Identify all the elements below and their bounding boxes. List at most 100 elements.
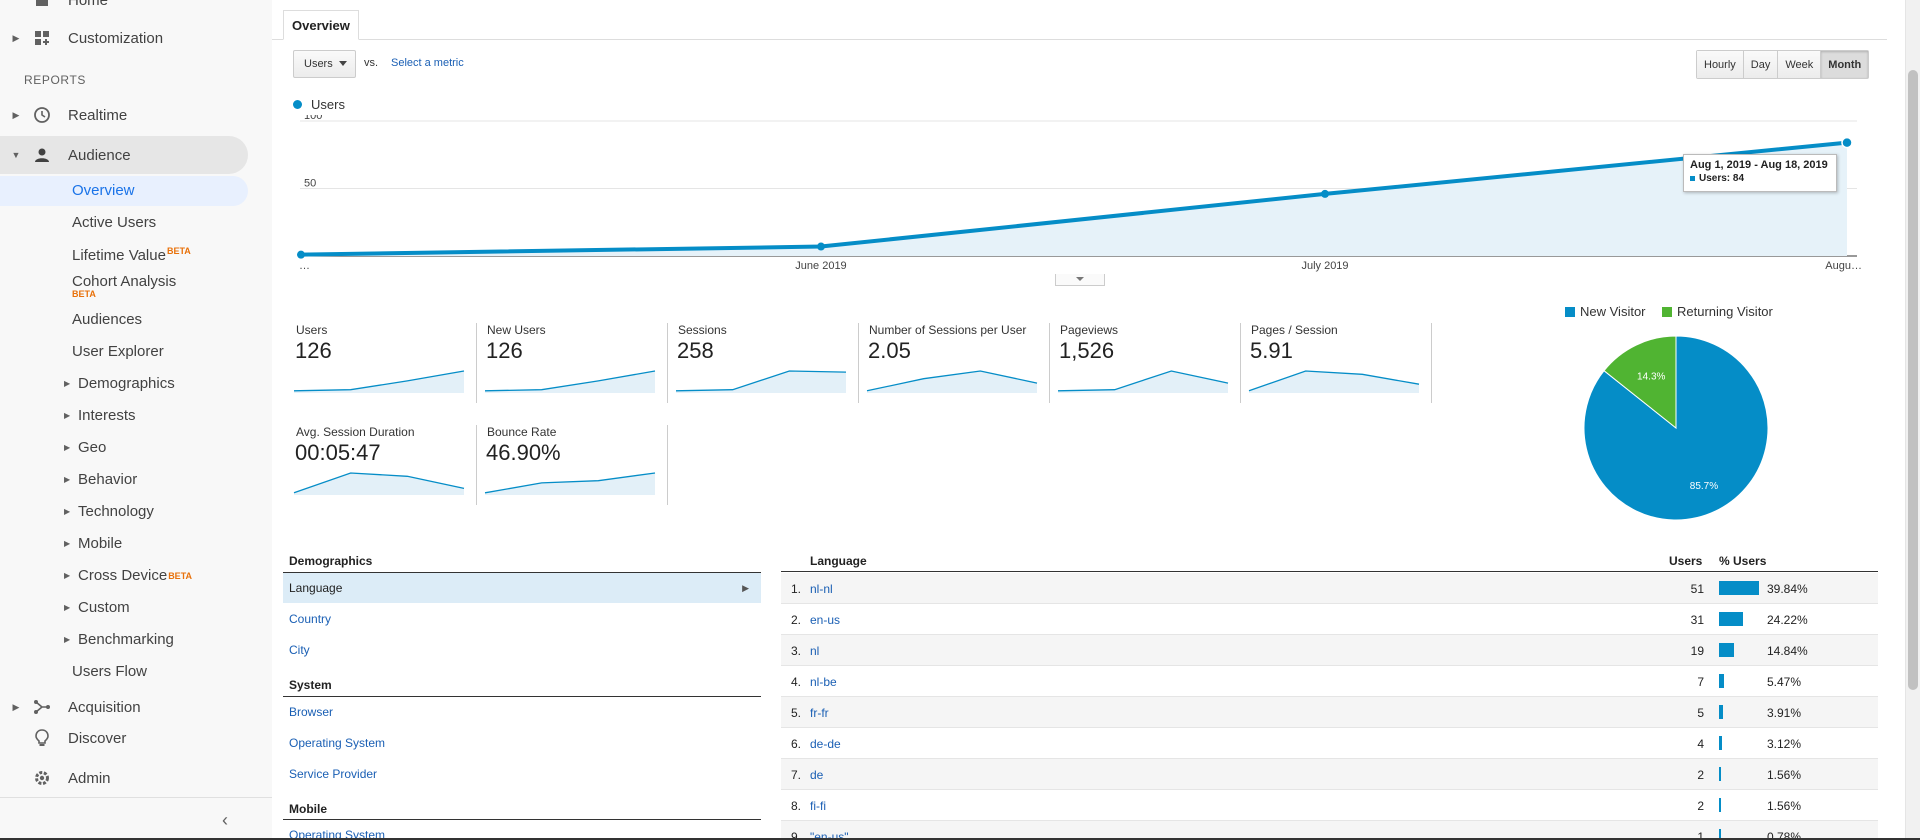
demo-language[interactable]: Language ▶ — [283, 573, 761, 603]
metric-select[interactable]: Users — [293, 50, 356, 78]
table-row: 5. fr-fr 5 3.91% — [781, 697, 1878, 728]
scorecard[interactable]: Pages / Session 5.91 — [1248, 323, 1432, 403]
sidebar-subitem-users-flow[interactable]: Users Flow — [72, 663, 148, 680]
demo-operating-system[interactable]: Operating System — [289, 736, 386, 750]
period-month-button[interactable]: Month — [1821, 51, 1869, 78]
sparkline — [293, 472, 465, 495]
data-point[interactable] — [817, 242, 825, 251]
sidebar-item-customization[interactable]: ▶ Customization — [0, 22, 164, 54]
period-hourly-button[interactable]: Hourly — [1697, 51, 1744, 78]
language-link[interactable]: "en-us" — [810, 830, 849, 840]
sidebar-item-acquisition[interactable]: ▶ Acquisition — [0, 691, 141, 723]
data-point[interactable] — [297, 250, 305, 259]
scorecard-value: 258 — [677, 338, 714, 363]
period-week-button[interactable]: Week — [1778, 51, 1822, 78]
users-count: 1 — [1697, 830, 1704, 840]
percent-users: 1.56% — [1767, 799, 1802, 813]
sparkline-area — [485, 371, 655, 393]
percent-users: 14.84% — [1767, 644, 1808, 658]
demo-browser[interactable]: Browser — [289, 705, 334, 719]
sidebar-item-label: Realtime — [68, 106, 128, 124]
sidebar-item-label: Audience — [68, 146, 131, 164]
collapse-sidebar-icon[interactable]: ‹ — [222, 810, 228, 830]
page-scrollbar[interactable] — [1905, 0, 1920, 840]
sidebar-subitem-lifetime-value[interactable]: Lifetime ValueBETA — [72, 246, 191, 264]
language-link[interactable]: en-us — [810, 613, 841, 627]
reports-section-heading: REPORTS — [24, 73, 86, 87]
sidebar-subitem-user-explorer[interactable]: User Explorer — [72, 343, 164, 360]
language-link[interactable]: nl — [810, 644, 820, 658]
sidebar-subitem-mobile[interactable]: ▶ Mobile — [64, 535, 122, 552]
language-link[interactable]: fi-fi — [810, 799, 826, 813]
header-pct-users[interactable]: % Users — [1719, 554, 1767, 568]
scorecard[interactable]: New Users 126 — [484, 323, 668, 403]
caret-right-icon: ▶ — [12, 701, 20, 712]
series-line-users — [300, 140, 1848, 257]
percent-users: 39.84% — [1767, 582, 1808, 596]
caret-right-icon: ▶ — [64, 411, 71, 420]
sidebar-subitem-overview[interactable]: Overview — [72, 182, 135, 199]
y-tick-label: 100 — [304, 115, 322, 122]
period-day-button[interactable]: Day — [1743, 51, 1779, 78]
sidebar-item-audience[interactable]: ▼ Audience — [0, 139, 131, 171]
sidebar-subitem-benchmarking[interactable]: ▶ Benchmarking — [64, 631, 174, 648]
sidebar-subitem-behavior[interactable]: ▶ Behavior — [64, 471, 137, 488]
demo-city[interactable]: City — [289, 643, 310, 657]
language-link[interactable]: de — [810, 768, 824, 782]
sidebar-subitem-custom[interactable]: ▶ Custom — [64, 599, 130, 616]
users-count: 4 — [1697, 737, 1704, 751]
sidebar-subitem-audiences[interactable]: Audiences — [72, 311, 143, 328]
language-link[interactable]: de-de — [810, 737, 841, 751]
scorecard[interactable]: Sessions 258 — [675, 323, 859, 403]
scorecard[interactable]: Users 126 — [293, 323, 477, 403]
scorecard[interactable]: Pageviews 1,526 — [1057, 323, 1241, 403]
sidebar-item-discover[interactable]: Discover — [0, 722, 126, 754]
sparkline-line — [675, 370, 847, 392]
caret-right-icon: ▶ — [742, 582, 749, 593]
sparkline-area — [294, 371, 464, 393]
sidebar-subitem-demographics[interactable]: ▶ Demographics — [64, 375, 175, 392]
gear-icon — [24, 769, 60, 787]
sidebar-subitem-cross-device[interactable]: ▶ Cross Device BETA — [64, 567, 192, 584]
sidebar-subitem-active-users[interactable]: Active Users — [72, 214, 157, 231]
beta-badge: BETA — [168, 570, 193, 581]
data-point[interactable] — [1841, 136, 1853, 149]
language-table-header: Language Users % Users — [781, 554, 1878, 572]
table-row: 2. en-us 31 24.22% — [781, 604, 1878, 635]
sidebar-item-realtime[interactable]: ▶ Realtime — [0, 99, 128, 131]
demo-mobile-operating-system[interactable]: Operating System — [289, 828, 386, 840]
y-tick-label: 50 — [304, 178, 316, 190]
sidebar-item-home[interactable]: Home — [0, 0, 108, 16]
header-users[interactable]: Users — [1669, 554, 1703, 568]
scorecard[interactable]: Bounce Rate 46.90% — [484, 425, 668, 505]
sidebar-subitem-cohort-analysis[interactable]: Cohort Analysis BETA — [72, 273, 176, 299]
scrollbar-thumb[interactable] — [1908, 70, 1918, 690]
sidebar-subitem-technology[interactable]: ▶ Technology — [64, 503, 154, 520]
percent-bar — [1719, 674, 1725, 688]
overview-selected-background — [0, 176, 248, 206]
language-link[interactable]: nl-be — [810, 675, 837, 689]
tab-overview[interactable]: Overview — [283, 10, 359, 40]
mobile-heading: Mobile — [289, 802, 327, 816]
users-count: 2 — [1697, 799, 1704, 813]
pie-slice-label: 14.3% — [1637, 372, 1665, 383]
sidebar-item-admin[interactable]: Admin — [0, 762, 111, 794]
scorecard[interactable]: Number of Sessions per User 2.05 — [866, 323, 1050, 403]
language-link[interactable]: fr-fr — [810, 706, 829, 720]
select-metric-link[interactable]: Select a metric — [391, 57, 464, 69]
header-language[interactable]: Language — [810, 554, 867, 568]
sidebar-subitem-interests[interactable]: ▶ Interests — [64, 407, 136, 424]
sidebar-item-label: Customization — [68, 29, 164, 47]
demo-service-provider[interactable]: Service Provider — [289, 767, 378, 781]
scorecard[interactable]: Avg. Session Duration 00:05:47 — [293, 425, 477, 505]
person-icon — [24, 147, 60, 163]
pie-slice-label: 85.7% — [1690, 481, 1718, 492]
language-link[interactable]: nl-nl — [810, 582, 833, 596]
percent-bar — [1719, 705, 1723, 719]
data-point[interactable] — [1321, 189, 1329, 198]
demo-country[interactable]: Country — [289, 612, 332, 626]
chart-resize-handle[interactable] — [1055, 274, 1105, 286]
beta-badge: BETA — [72, 289, 96, 299]
pie-slice-returning-visitor[interactable] — [1603, 335, 1677, 430]
sidebar-subitem-geo[interactable]: ▶ Geo — [64, 439, 106, 456]
